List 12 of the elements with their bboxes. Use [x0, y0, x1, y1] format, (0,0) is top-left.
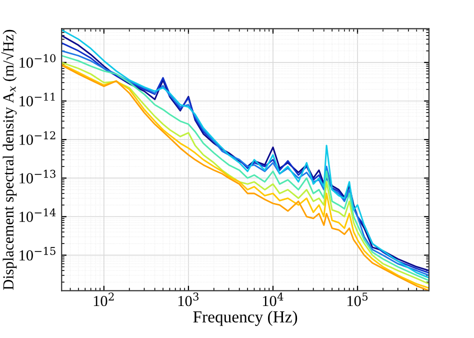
y-tick-label: 10$^{−11}$ [20, 92, 55, 106]
y-tick-label: 10$^{−12}$ [20, 131, 56, 145]
x-tick-label: 10$^{2}$ [94, 292, 114, 306]
x-axis-title: Frequency (Hz) [193, 310, 298, 326]
x-tick-label: 10$^{4}$ [262, 292, 284, 306]
x-tick-label: 10$^{3}$ [178, 292, 198, 306]
x-tick-label: 10$^{5}$ [347, 292, 368, 306]
y-tick-label: 10$^{−14}$ [20, 208, 56, 222]
y-axis-title: Displacement spectral density A$_{x}$ (m/√Hz) [1, 30, 17, 290]
y-tick-label: 10$^{−15}$ [20, 246, 56, 261]
y-tick-label: 10$^{−13}$ [20, 170, 56, 184]
y-tick-label: 10$^{−10}$ [20, 54, 56, 68]
